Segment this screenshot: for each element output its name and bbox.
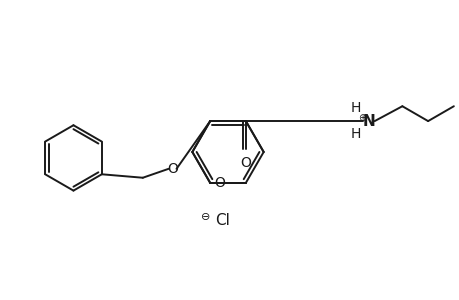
Text: O: O	[167, 162, 178, 176]
Text: ⊕: ⊕	[357, 113, 365, 123]
Text: H: H	[350, 127, 360, 141]
Text: O: O	[214, 176, 224, 190]
Text: N: N	[362, 114, 374, 129]
Text: O: O	[240, 156, 251, 170]
Text: ⊖: ⊖	[200, 212, 209, 222]
Text: H: H	[350, 101, 360, 115]
Text: Cl: Cl	[215, 213, 230, 228]
